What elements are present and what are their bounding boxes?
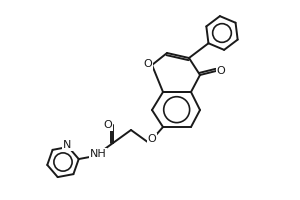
Text: O: O bbox=[148, 134, 156, 144]
Text: NH: NH bbox=[90, 149, 106, 159]
Text: O: O bbox=[144, 59, 152, 69]
Text: N: N bbox=[63, 140, 71, 150]
Text: O: O bbox=[217, 66, 225, 76]
Text: O: O bbox=[103, 120, 112, 130]
